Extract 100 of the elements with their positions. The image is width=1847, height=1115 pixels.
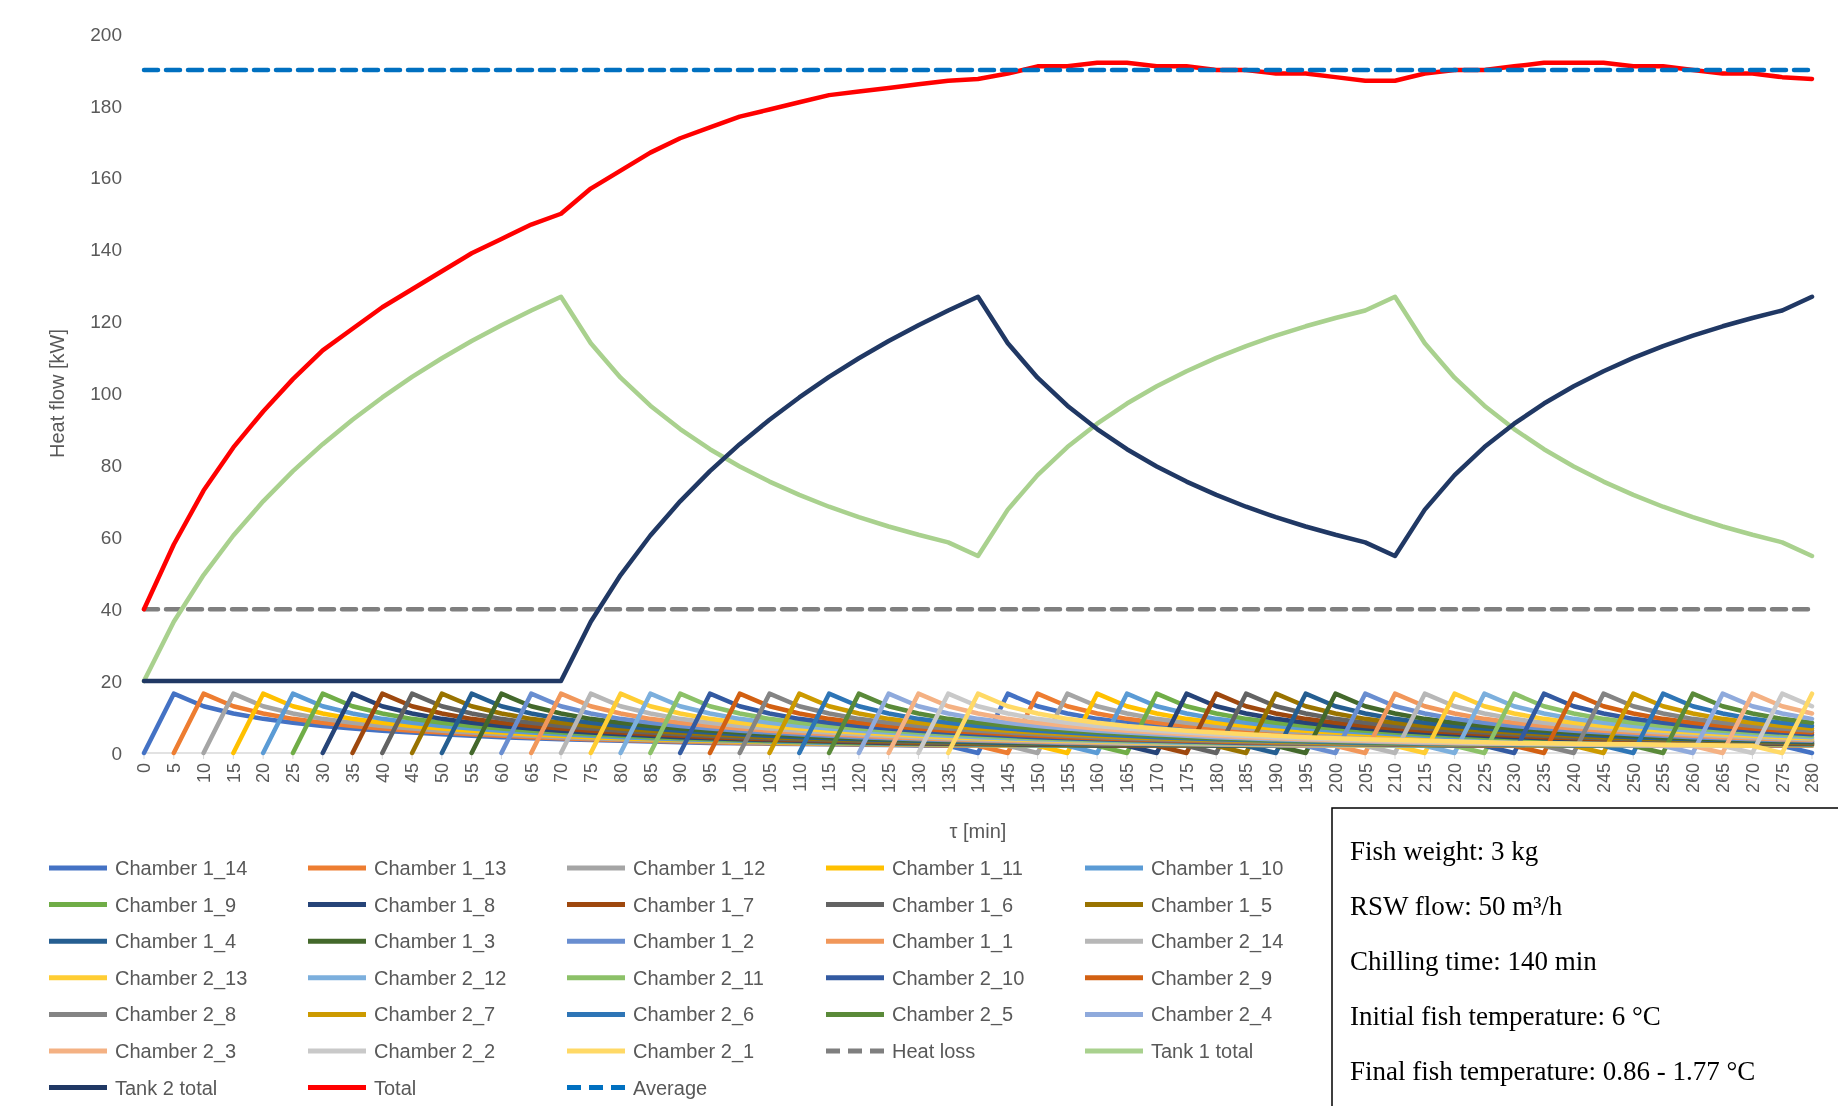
legend-label: Tank 1 total	[1151, 1040, 1254, 1062]
x-tick-label: 245	[1593, 763, 1614, 794]
legend-label: Chamber 1_5	[1151, 893, 1273, 917]
legend-label: Chamber 1_4	[115, 930, 237, 954]
legend-label: Chamber 2_4	[1151, 1003, 1273, 1027]
y-tick-label: 140	[90, 239, 122, 261]
line-series	[141, 60, 1815, 612]
legend-label: Chamber 1_2	[633, 930, 755, 954]
x-tick-label: 0	[134, 763, 155, 774]
legend-label: Total	[374, 1076, 417, 1099]
x-tick-label: 200	[1325, 763, 1346, 794]
legend-label: Chamber 2_11	[633, 966, 764, 990]
text: Initial fish temperature: 6 °C	[1350, 1001, 1661, 1031]
x-axis-title: τ [min]	[949, 820, 1007, 842]
x-tick-label: 185	[1236, 763, 1257, 794]
x-tick-label: 130	[908, 763, 929, 794]
x-tick-label: 65	[521, 763, 542, 784]
legend-label: Chamber 1_7	[633, 893, 755, 917]
y-tick-label: 20	[100, 670, 122, 692]
x-tick-label: 215	[1415, 763, 1436, 794]
legend-label: Chamber 2_2	[374, 1040, 496, 1063]
x-tick-label: 250	[1623, 763, 1644, 794]
x-tick-label: 135	[938, 763, 959, 794]
x-tick-label: 125	[878, 763, 899, 794]
legend-label: Chamber 2_7	[374, 1003, 496, 1027]
x-tick-label: 155	[1057, 763, 1078, 794]
x-tick-label: 40	[372, 763, 393, 784]
x-tick-label: 110	[789, 763, 810, 792]
legend-label: Chamber 1_3	[374, 930, 496, 954]
text: Fish weight: 3 kg	[1350, 836, 1539, 866]
y-tick-label: 180	[90, 95, 122, 117]
x-tick-label: 170	[1147, 763, 1168, 794]
x-tick-label: 105	[759, 763, 780, 794]
x-tick-label: 145	[998, 763, 1019, 794]
x-tick-label: 230	[1504, 763, 1525, 794]
x-tick-label: 190	[1266, 763, 1287, 794]
x-tick-label: 50	[432, 763, 453, 784]
legend-label: Chamber 2_13	[115, 966, 248, 990]
legend-label: Chamber 2_6	[633, 1003, 755, 1027]
x-tick-label: 260	[1683, 763, 1704, 794]
x-tick-label: 265	[1712, 763, 1733, 794]
x-tick-label: 140	[968, 763, 989, 794]
x-tick-label: 15	[223, 763, 244, 784]
x-tick-label: 25	[283, 763, 304, 784]
legend-label: Heat loss	[892, 1040, 976, 1062]
legend-label: Chamber 2_10	[892, 966, 1025, 990]
x-tick-label: 195	[1295, 763, 1316, 794]
x-tick-label: 55	[461, 763, 482, 784]
y-tick-label: 200	[90, 23, 122, 45]
legend-label: Chamber 1_13	[374, 857, 507, 880]
x-tick-label: 60	[491, 763, 512, 784]
x-tick-label: 255	[1653, 763, 1674, 794]
x-tick-label: 205	[1355, 763, 1376, 794]
x-tick-label: 150	[1027, 763, 1048, 794]
x-tick-label: 270	[1742, 763, 1763, 794]
x-tick-label: 80	[610, 763, 631, 784]
x-tick-label: 275	[1772, 763, 1793, 794]
x-tick-label: 210	[1385, 763, 1406, 794]
legend-label: Chamber 1_12	[633, 857, 766, 880]
x-tick-label: 225	[1474, 763, 1495, 794]
x-tick-label: 45	[402, 763, 423, 784]
x-tick-label: 235	[1534, 763, 1555, 794]
legend-label: Chamber 2_8	[115, 1003, 237, 1027]
x-tick-label: 95	[700, 763, 721, 784]
x-tick-label: 70	[551, 763, 572, 784]
legend-label: Chamber 1_9	[115, 893, 237, 917]
y-tick-label: 60	[100, 526, 122, 548]
x-tick-label: 5	[164, 763, 185, 774]
legend-label: Chamber 2_9	[1151, 966, 1273, 990]
legend-label: Chamber 2_5	[892, 1003, 1014, 1027]
legend-label: Tank 2 total	[115, 1076, 218, 1099]
legend-label: Chamber 1_6	[892, 893, 1014, 917]
x-tick-label: 160	[1087, 763, 1108, 794]
legend-label: Chamber 2_12	[374, 966, 507, 990]
x-tick-label: 35	[342, 763, 363, 784]
legend-label: Chamber 1_10	[1151, 857, 1284, 880]
x-tick-label: 165	[1117, 763, 1138, 794]
y-axis-title: Heat flow [kW]	[46, 329, 68, 458]
x-tick-label: 75	[581, 763, 602, 784]
legend-label: Chamber 1_11	[892, 857, 1023, 880]
legend-label: Chamber 1_1	[892, 930, 1014, 954]
x-tick-label: 10	[193, 763, 214, 784]
legend-label: Chamber 1_14	[115, 857, 248, 880]
y-tick-label: 80	[100, 455, 122, 477]
legend-label: Chamber 2_14	[1151, 930, 1284, 954]
legend-label: Chamber 2_1	[633, 1040, 755, 1063]
x-tick-label: 220	[1444, 763, 1465, 794]
x-tick-label: 120	[849, 763, 870, 794]
text: Chilling time: 140 min	[1350, 946, 1598, 976]
legend-label: Average	[633, 1076, 708, 1099]
x-tick-label: 90	[670, 763, 691, 784]
legend-label: Chamber 1_8	[374, 893, 496, 917]
x-tick-label: 20	[253, 763, 274, 784]
text: Final fish temperature: 0.86 - 1.77 °C	[1350, 1056, 1756, 1086]
x-tick-label: 115	[819, 763, 840, 792]
y-tick-label: 40	[100, 598, 122, 620]
text: RSW flow: 50 m³/h	[1350, 891, 1563, 921]
x-tick-label: 175	[1176, 763, 1197, 794]
y-tick-label: 160	[90, 167, 122, 189]
x-tick-label: 240	[1564, 763, 1585, 794]
